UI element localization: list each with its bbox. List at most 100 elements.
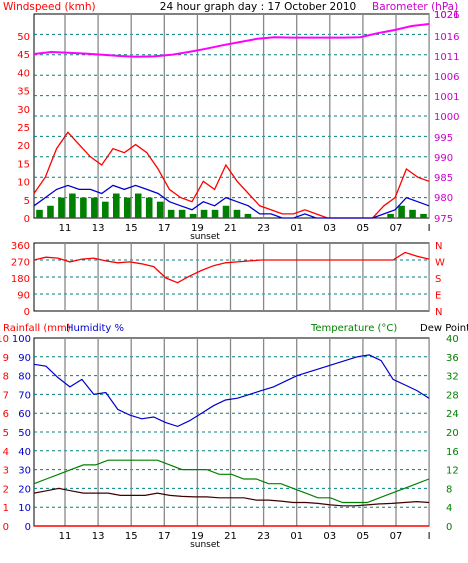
compass-label: N — [435, 241, 442, 252]
compass-label: N — [435, 307, 442, 318]
tick-label-windspeed: 25 — [17, 123, 30, 134]
tick-label-humidity: 40 — [18, 447, 31, 458]
y-axis-label-dewpoint: Dew Point — [420, 323, 468, 334]
tick-label-temperature: 20 — [446, 428, 459, 439]
wind-bar — [409, 209, 416, 218]
gridlines — [34, 14, 430, 526]
tick-label-humidity: 0 — [25, 522, 31, 533]
tick-label-rainfall: 3 — [3, 466, 9, 477]
x-tick-label: 01 — [290, 223, 303, 234]
tick-label-temperature: 40 — [446, 334, 459, 345]
tick-label-rainfall: 10 — [0, 334, 9, 345]
sunset-label: sunset — [190, 540, 220, 550]
wind-bar — [80, 197, 87, 218]
tick-label-rainfall: 8 — [3, 372, 9, 383]
wind-bar — [156, 201, 164, 218]
x-tick-label: 07 — [390, 223, 403, 234]
x-tick-label: 19 — [191, 531, 204, 542]
tick-label-temperature: 36 — [446, 353, 459, 364]
wind-bar — [167, 209, 175, 218]
tick-label-temperature: 28 — [446, 390, 459, 401]
tick-label-direction: 270 — [11, 258, 30, 269]
tick-label-windspeed: 35 — [17, 87, 30, 98]
tick-label-humidity: 80 — [18, 372, 31, 383]
x-tick-label: 05 — [357, 531, 370, 542]
tick-label-direction: 90 — [17, 291, 30, 302]
wind-bar — [145, 197, 153, 218]
tick-label-barometer: 975 — [434, 214, 453, 225]
tick-label-temperature: 8 — [446, 484, 452, 495]
tick-label-windspeed: 15 — [17, 159, 30, 170]
tick-label-temperature: 12 — [446, 466, 459, 477]
tick-label-barometer: 1026 — [434, 10, 459, 21]
tick-label-barometer: 995 — [434, 133, 453, 144]
wind-bar — [222, 205, 230, 218]
wind-direction-line — [33, 251, 430, 284]
wind-bar — [91, 197, 98, 218]
wind-bar — [102, 201, 109, 218]
humidity-line — [33, 354, 430, 428]
x-tick-label: 11 — [59, 223, 72, 234]
y-axis-label-rainfall: Rainfall (mm) — [3, 323, 71, 334]
x-tick-label: I — [428, 223, 431, 234]
tick-label-windspeed: 0 — [24, 214, 30, 225]
x-tick-label: 15 — [125, 531, 138, 542]
y-axis-label-humidity: Humidity % — [66, 323, 124, 334]
x-tick-label: 21 — [224, 531, 237, 542]
tick-label-windspeed: 30 — [17, 105, 30, 116]
x-tick-label: 17 — [158, 531, 171, 542]
tick-label-rainfall: 5 — [3, 428, 9, 439]
wind-bar — [47, 205, 54, 218]
x-tick-label: 23 — [257, 223, 270, 234]
x-tick-label: 07 — [390, 531, 403, 542]
tick-label-temperature: 16 — [446, 447, 459, 458]
barometer-line — [33, 23, 430, 58]
compass-label: S — [435, 274, 441, 285]
chart-title: 24 hour graph day : 17 October 2010 — [160, 1, 356, 13]
tick-label-rainfall: 1 — [3, 503, 9, 514]
tick-label-rainfall: 0 — [3, 522, 9, 533]
tick-label-barometer: 985 — [434, 173, 453, 184]
tick-label-temperature: 32 — [446, 372, 459, 383]
x-tick-label: 03 — [323, 223, 336, 234]
x-tick-label: I — [428, 531, 431, 542]
x-tick-label: 23 — [257, 531, 270, 542]
tick-label-humidity: 20 — [18, 484, 31, 495]
wind-bar — [189, 213, 197, 218]
panel-frames — [33, 13, 430, 527]
compass-label: W — [435, 258, 445, 269]
tick-label-barometer: 980 — [434, 193, 453, 204]
wind-avg-line — [33, 184, 430, 219]
panel-frame-1 — [33, 242, 430, 312]
wind-bar — [211, 209, 219, 218]
tick-label-humidity: 60 — [18, 409, 31, 420]
x-tick-label: 05 — [357, 223, 370, 234]
y-axis-label-windspeed: Windspeed (kmh) — [3, 1, 96, 13]
tick-label-humidity: 30 — [18, 466, 31, 477]
wind-bar — [233, 209, 241, 218]
tick-label-barometer: 1011 — [434, 52, 459, 63]
tick-label-barometer: 1016 — [434, 32, 459, 43]
tick-label-barometer: 1006 — [434, 72, 459, 83]
tick-label-humidity: 100 — [12, 334, 31, 345]
wind-bar — [58, 197, 65, 218]
wind-bar — [420, 213, 427, 218]
x-tick-label: 19 — [191, 223, 204, 234]
tick-label-rainfall: 7 — [3, 390, 9, 401]
wind-bar — [244, 213, 252, 218]
compass-label: E — [435, 291, 441, 302]
tick-label-direction: 180 — [11, 274, 30, 285]
data-series — [33, 23, 430, 527]
tick-label-rainfall: 4 — [3, 447, 9, 458]
tick-label-temperature: 0 — [446, 522, 452, 533]
tick-label-windspeed: 45 — [17, 50, 30, 61]
tick-label-temperature: 24 — [446, 409, 459, 420]
tick-label-barometer: 1021 — [434, 10, 459, 21]
tick-label-humidity: 10 — [18, 503, 31, 514]
tick-label-windspeed: 20 — [17, 141, 30, 152]
tick-label-windspeed: 50 — [17, 32, 30, 43]
x-tick-label: 13 — [92, 531, 105, 542]
tick-label-rainfall: 2 — [3, 484, 9, 495]
tick-label-humidity: 70 — [18, 390, 31, 401]
